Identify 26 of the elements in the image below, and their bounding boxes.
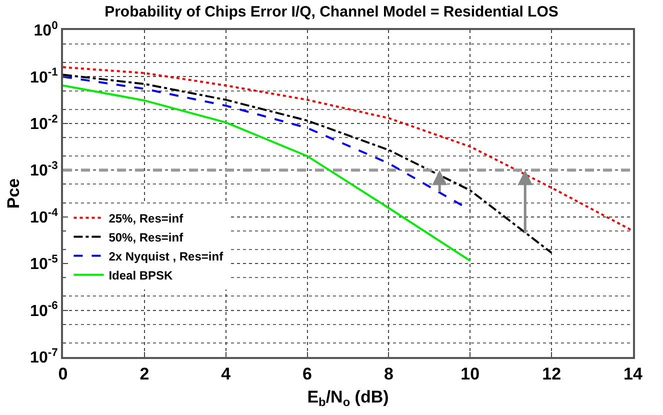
- x-tick-label: 8: [384, 364, 394, 384]
- line-series: [63, 84, 472, 262]
- line-series: [63, 66, 633, 232]
- x-tick-label: 6: [302, 364, 312, 384]
- y-tick-label: 10$^{-2}$: [30, 113, 58, 134]
- chart-title: Probability of Chips Error I/Q, Channel Model = Residential LOS: [104, 4, 558, 21]
- x-tick-label: 14: [624, 364, 643, 384]
- y-tick-label: 10$^{-1}$: [30, 66, 58, 86]
- x-tick-label: 12: [542, 364, 562, 384]
- legend-label: 25%, Res=inf: [108, 211, 184, 226]
- x-tick-label: 10: [460, 364, 480, 384]
- y-axis-title: Pce: [4, 178, 24, 209]
- x-tick-label: 2: [140, 364, 150, 384]
- legend-label: 2x Nyquist , Res=inf: [108, 249, 224, 264]
- x-tick-label: 4: [221, 364, 232, 384]
- y-tick-label: 10$^{-4}$: [30, 206, 59, 226]
- y-tick-label: 10$^{0}$: [34, 20, 58, 40]
- y-tick-label: 10$^{-5}$: [30, 253, 58, 274]
- x-tick-label: 0: [58, 364, 68, 384]
- y-tick-label: 10$^{-3}$: [30, 160, 58, 180]
- y-tick-label: 10$^{-7}$: [30, 346, 58, 367]
- legend-label: 50%, Res=inf: [108, 230, 184, 244]
- x-axis-title: E$_{b}$/N$_{o}$ (dB): [307, 387, 389, 409]
- legend-label: Ideal BPSK: [108, 268, 174, 282]
- y-tick-label: 10$^{-6}$: [30, 300, 58, 320]
- line-series: [63, 76, 472, 212]
